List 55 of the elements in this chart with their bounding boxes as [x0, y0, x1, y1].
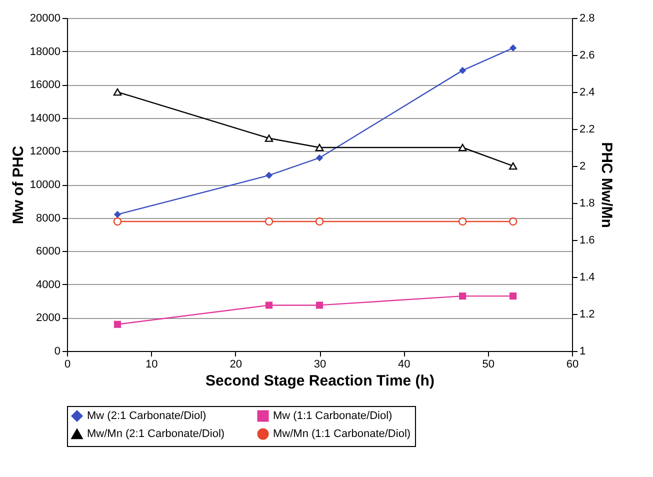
- y-tick-label: 14000: [30, 112, 60, 124]
- x-tick-label: 30: [314, 358, 326, 370]
- point: [459, 292, 466, 300]
- y-tick-label: 16000: [30, 79, 60, 92]
- y-tick-label: 10000: [30, 179, 60, 191]
- x-tick-label: 0: [64, 358, 71, 370]
- legend-label: Mw (1:1 Carbonate/Diol): [273, 410, 392, 422]
- point: [510, 292, 517, 300]
- x-tick-label: 60: [566, 358, 579, 370]
- legend-label: Mw (2:1 Carbonate/Diol): [87, 410, 206, 422]
- y2-tick-label: 1.2: [580, 308, 595, 320]
- y2-tick-label: 1.4: [580, 272, 595, 284]
- x-tick-label: 40: [398, 358, 410, 370]
- point: [265, 302, 273, 309]
- y-tick-label: 12000: [30, 146, 60, 158]
- y2-tick-label: 2.8: [580, 12, 595, 24]
- point: [510, 44, 517, 52]
- point: [459, 66, 466, 74]
- legend-label: Mw/Mn (2:1 Carbonate/Diol): [87, 428, 225, 440]
- point: [315, 217, 324, 226]
- x-tick-label: 50: [482, 358, 494, 370]
- x-tick-label: 10: [146, 358, 158, 370]
- point: [458, 144, 467, 152]
- point: [265, 172, 273, 179]
- point: [114, 320, 122, 328]
- y-tick-label: 2000: [36, 312, 60, 324]
- y-tick-label: 20000: [30, 12, 60, 24]
- point: [458, 217, 467, 226]
- y2-tick-label: 1: [580, 346, 586, 358]
- point: [113, 217, 122, 226]
- y2-axis-title: PHC Mw/Mn: [598, 142, 615, 228]
- y2-tick-label: 2.4: [580, 86, 595, 98]
- y2-tick-label: 2.6: [580, 50, 595, 62]
- y2-tick-label: 1.6: [580, 234, 595, 246]
- y2-tick-label: 2.2: [580, 124, 595, 136]
- y-axis-title: Mw of PHC: [10, 146, 27, 224]
- y-tick-label: 0: [54, 346, 60, 358]
- legend-label: Mw/Mn (1:1 Carbonate/Diol): [273, 428, 411, 440]
- point: [315, 144, 324, 152]
- point: [264, 217, 274, 226]
- x-tick-label: 20: [230, 358, 242, 370]
- y-tick-label: 18000: [30, 46, 60, 58]
- y2-tick-label: 1.8: [580, 198, 595, 210]
- point: [114, 210, 122, 218]
- point: [316, 154, 324, 162]
- point: [264, 134, 274, 142]
- y-tick-label: 4000: [36, 278, 60, 291]
- point: [316, 302, 324, 309]
- point: [113, 88, 122, 96]
- point: [508, 162, 518, 170]
- x-axis-title: Second Stage Reaction Time (h): [206, 372, 434, 390]
- point: [508, 217, 518, 226]
- y-tick-label: 6000: [36, 246, 60, 258]
- y-tick-label: 8000: [36, 212, 60, 224]
- y2-tick-label: 2: [580, 160, 586, 172]
